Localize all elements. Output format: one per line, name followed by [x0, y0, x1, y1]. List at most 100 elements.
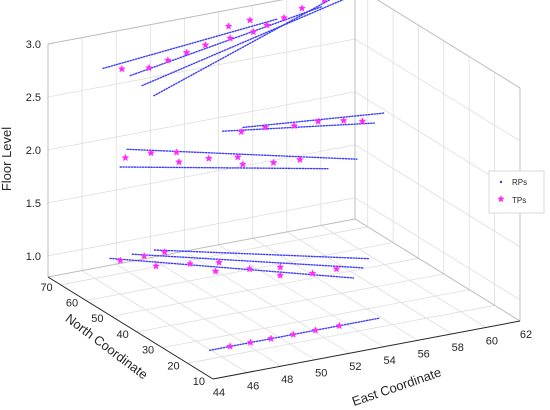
grid-line-back-z	[47, 38, 356, 98]
legend-rps-marker	[499, 180, 503, 184]
x-tick-label: 48	[281, 374, 293, 386]
tp-point	[335, 321, 344, 330]
grid-line-back-z	[47, 197, 356, 257]
x-tick-label: 54	[383, 355, 395, 367]
tp-point	[358, 117, 367, 125]
tp-point	[146, 148, 155, 157]
y-tick-label: 50	[91, 313, 103, 325]
tp-point	[174, 157, 183, 166]
y-tick-label: 40	[117, 329, 129, 341]
tp-point	[172, 148, 181, 156]
legend-tps-label: TPs	[512, 196, 526, 205]
rp-points-row	[141, 0, 345, 87]
tp-point	[276, 263, 285, 271]
x-tick-label: 46	[247, 381, 259, 393]
tp-point	[267, 334, 275, 343]
grid-line-floor-x	[218, 244, 384, 348]
z-tick-label: 2.0	[26, 145, 41, 157]
z-axis-label: Floor Level	[0, 127, 14, 191]
rp-points-row	[153, 0, 331, 97]
grid-line-floor-y	[187, 304, 495, 364]
grid-line-floor-y	[86, 242, 394, 301]
axis-edge	[47, 218, 356, 278]
tp-point	[339, 116, 348, 125]
z-tick-label: 1.0	[26, 251, 41, 263]
grid-line-floor-y	[60, 226, 368, 286]
tp-point	[204, 154, 213, 162]
tp-point	[269, 158, 278, 166]
y-tick-label: 60	[66, 298, 78, 310]
tp-point	[140, 251, 149, 260]
grid-line-floor-y	[111, 257, 419, 317]
z-tick-label: 3.0	[26, 39, 41, 51]
tp-point	[182, 48, 191, 56]
tp-point	[290, 121, 299, 130]
grid-line-side-z	[376, 0, 521, 89]
axis-edge	[376, 0, 521, 89]
legend-rps-label: RPs	[512, 178, 527, 187]
tp-point	[211, 267, 220, 275]
grid-line-floor-x	[150, 257, 316, 361]
y-tick-label: 70	[40, 282, 52, 294]
tp-point	[226, 34, 235, 42]
tp-point	[163, 56, 172, 64]
legend-tps-star	[497, 195, 505, 203]
tp-point	[321, 0, 327, 4]
tp-point	[121, 153, 130, 162]
tp-point	[311, 326, 320, 334]
tp-point	[233, 152, 242, 161]
tp-point	[186, 259, 195, 268]
data-layer	[102, 0, 386, 351]
tp-point	[261, 123, 270, 131]
rp-points-row	[153, 249, 370, 260]
legend-tps-marker	[497, 195, 505, 203]
tp-point	[245, 16, 254, 24]
rp-points-row	[102, 18, 278, 70]
tp-point	[226, 342, 235, 350]
rp-points-row	[131, 253, 365, 269]
tp-point	[215, 258, 224, 266]
grid-line-side-z	[354, 38, 521, 142]
x-tick-label: 50	[315, 368, 327, 380]
grid-line-floor-x	[115, 263, 282, 367]
tp-point	[224, 22, 233, 30]
legend-entry-tps: TPs	[497, 195, 526, 205]
tp-point	[238, 160, 247, 168]
rp-points-row	[242, 112, 386, 129]
x-tick-label: 52	[349, 361, 361, 373]
y-tick-label: 10	[193, 376, 205, 388]
x-axis-line	[212, 320, 521, 380]
tp-point	[262, 21, 271, 29]
tp-point	[117, 64, 126, 73]
tp-point	[298, 4, 306, 12]
z-tick-label: 1.5	[26, 198, 41, 210]
tp-point	[145, 63, 154, 72]
grid-line-floor-y	[136, 273, 444, 333]
tp-point	[237, 127, 246, 136]
axes-box	[47, 0, 521, 380]
x-tick-label: 58	[452, 342, 464, 354]
grid-line-back-z	[47, 91, 356, 151]
grid-line-floor-x	[286, 231, 453, 335]
grid-line-floor-y	[162, 289, 470, 348]
grid-line-back-z	[47, 144, 356, 204]
axis-edge	[47, 0, 284, 45]
tp-point	[201, 40, 210, 49]
axis-edge	[354, 218, 521, 322]
grid-line-floor-x	[81, 270, 248, 373]
y-axis-line	[47, 276, 214, 380]
tp-point	[245, 264, 254, 273]
rp-points-row	[129, 5, 323, 77]
tp-point	[280, 13, 289, 22]
legend-box	[488, 170, 545, 214]
tp-point	[276, 271, 285, 279]
tp-point	[160, 248, 169, 256]
legend-entry-rps: RPs	[499, 178, 527, 187]
tp-point	[308, 269, 317, 277]
tp-point	[289, 330, 298, 338]
z-tick-label: 2.5	[26, 92, 41, 104]
x-tick-label: 60	[486, 335, 498, 347]
grid-line-floor-x	[320, 225, 487, 328]
y-axis-label: North Coordinate	[63, 311, 151, 383]
